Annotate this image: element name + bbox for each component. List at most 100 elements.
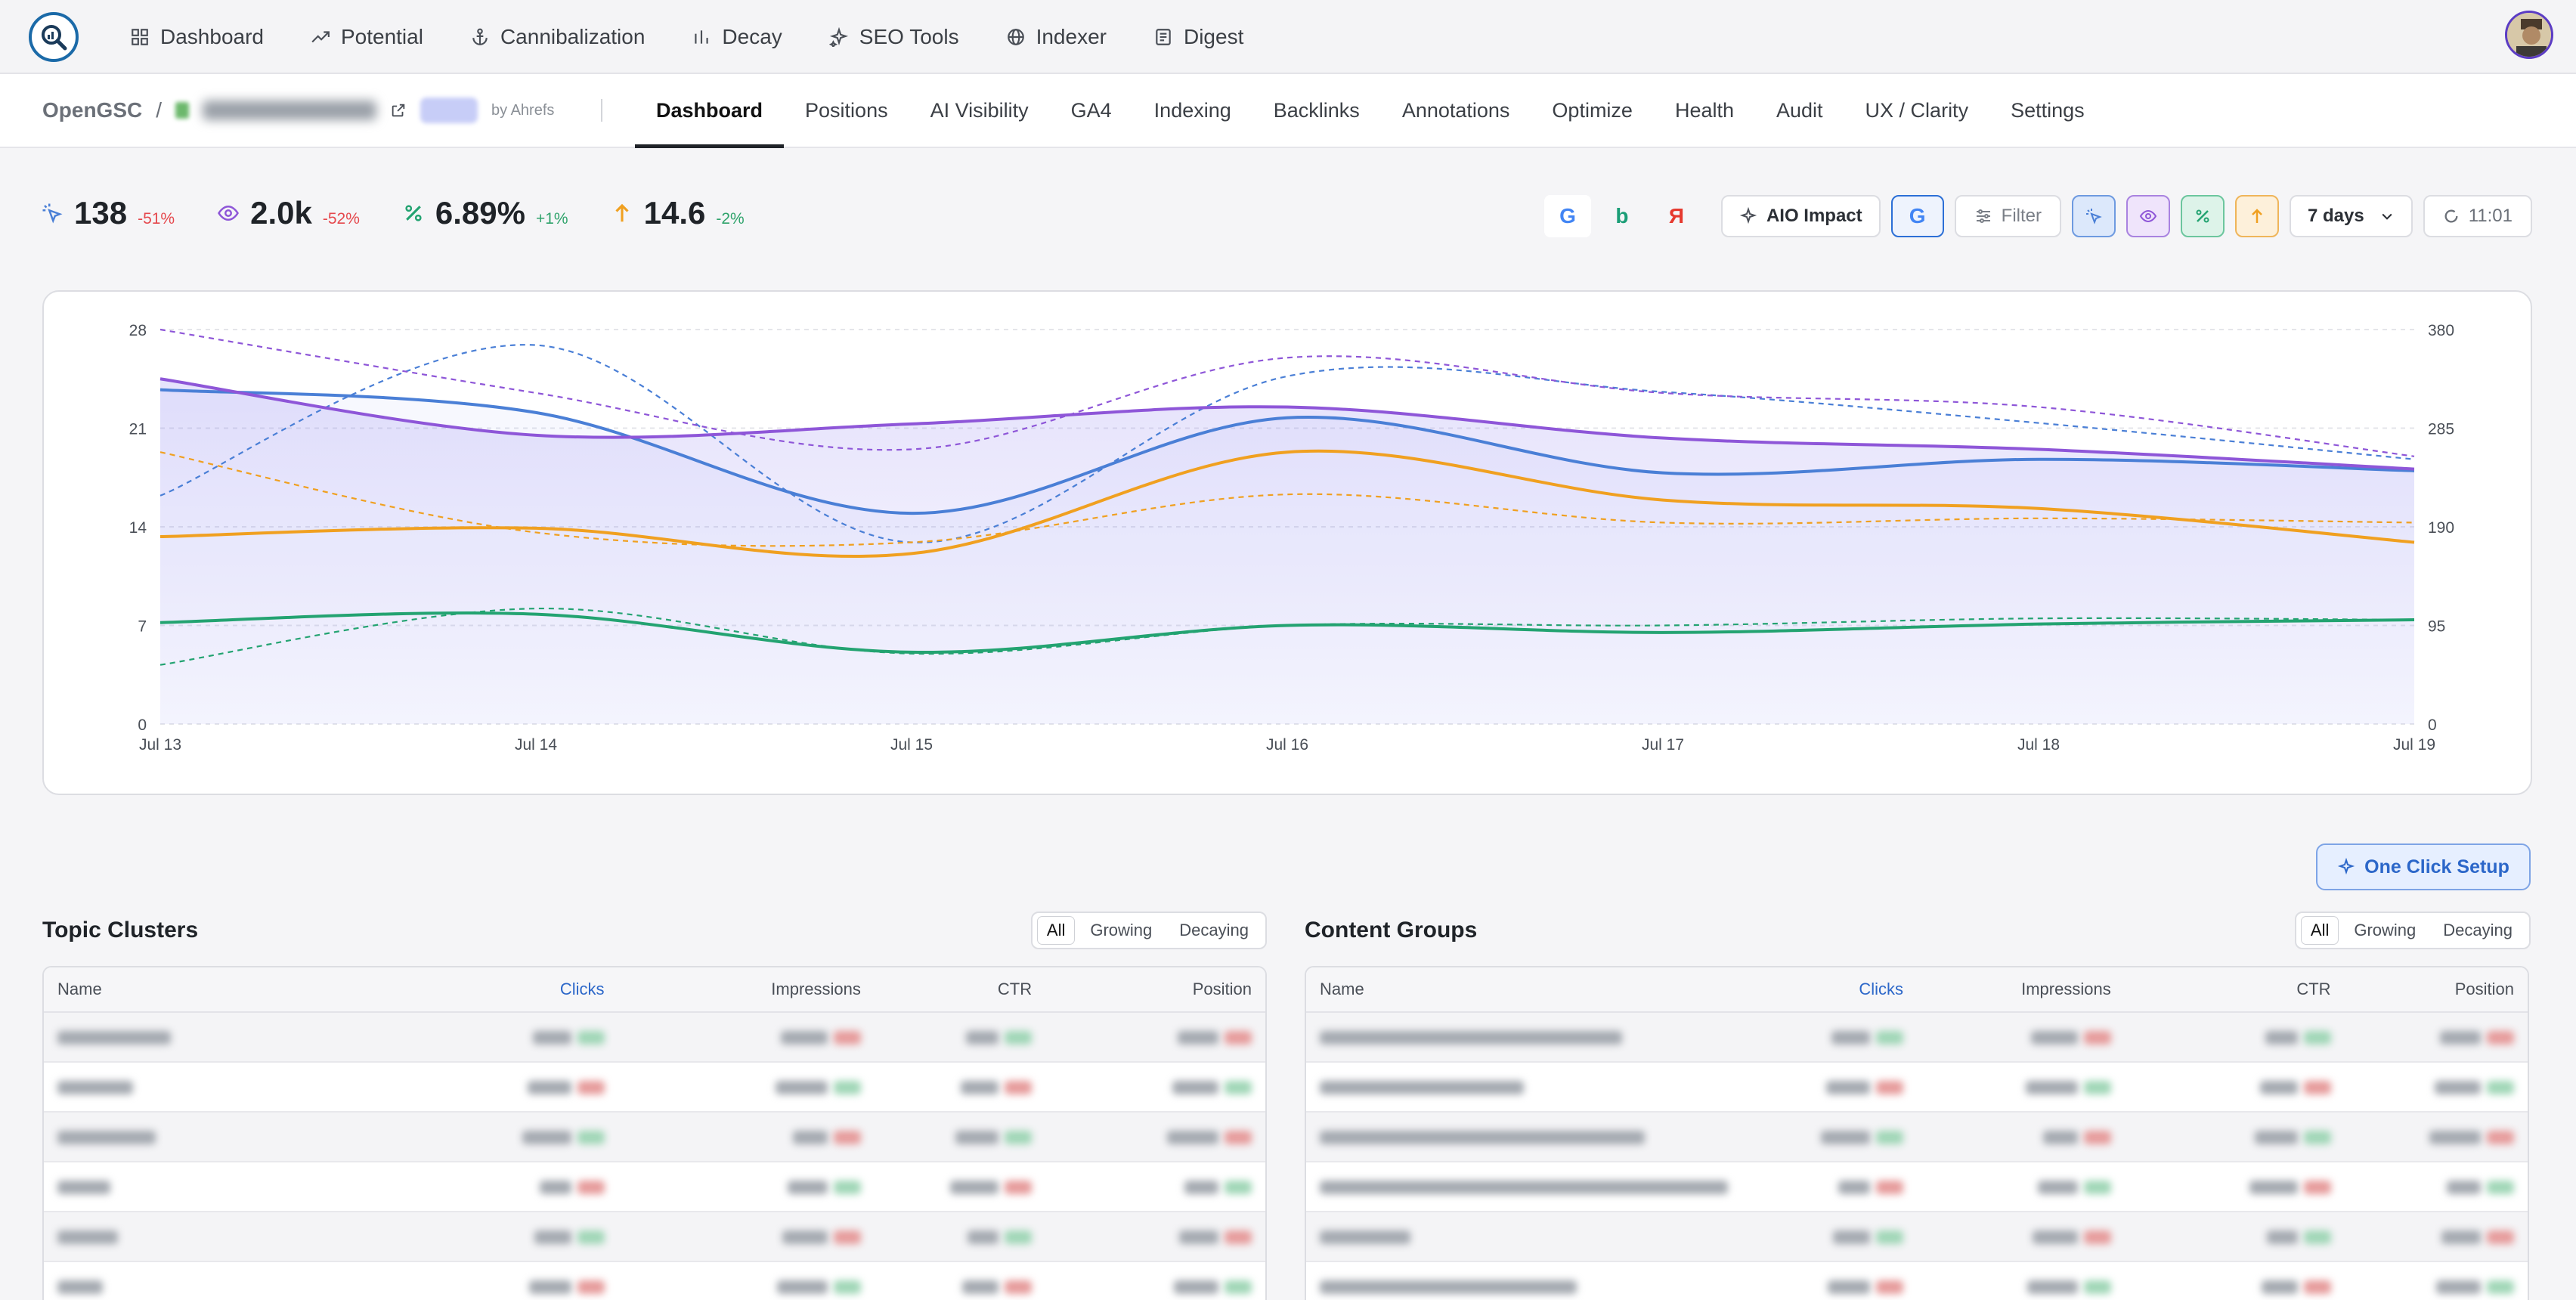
- tab-optimize[interactable]: Optimize: [1552, 98, 1633, 122]
- date-range-select[interactable]: 7 days: [2290, 195, 2413, 237]
- filter-all[interactable]: All: [1036, 916, 1076, 945]
- filter-decaying[interactable]: Decaying: [2443, 921, 2513, 939]
- redacted-change: [1224, 1131, 1252, 1145]
- one-click-setup-button[interactable]: One Click Setup: [2316, 843, 2531, 890]
- redacted-value: [968, 1230, 999, 1245]
- x-tick-label: Jul 13: [139, 736, 181, 754]
- arrow-up-icon: [2252, 209, 2262, 223]
- redacted-value: [527, 1081, 571, 1095]
- nav-indexer[interactable]: Indexer: [1006, 25, 1107, 49]
- table-row[interactable]: [1306, 1162, 2528, 1212]
- table-row[interactable]: [44, 1113, 1265, 1162]
- tab-dashboard[interactable]: Dashboard: [635, 74, 785, 148]
- google-filter-toggle[interactable]: G: [1890, 195, 1944, 237]
- external-link-icon[interactable]: [390, 102, 407, 119]
- tab-audit[interactable]: Audit: [1776, 98, 1823, 122]
- table-row[interactable]: [1306, 1013, 2528, 1063]
- trending-up-icon: [311, 31, 330, 43]
- column-header-name[interactable]: Name: [57, 980, 102, 998]
- table-cell: [410, 1027, 618, 1047]
- table-row[interactable]: [44, 1262, 1265, 1300]
- stat-position: 14.6 -2%: [611, 195, 745, 231]
- table-header: Name Clicks Impressions CTR Position: [1306, 967, 2528, 1013]
- table-row[interactable]: [44, 1162, 1265, 1212]
- filter-decaying[interactable]: Decaying: [1179, 921, 1249, 939]
- nav-dashboard[interactable]: Dashboard: [130, 25, 264, 49]
- site-domain[interactable]: [203, 101, 377, 120]
- nav-digest[interactable]: Digest: [1153, 25, 1243, 49]
- bing-engine-toggle[interactable]: b: [1599, 195, 1646, 237]
- filter-all[interactable]: All: [2300, 916, 2339, 945]
- column-header-impressions[interactable]: Impressions: [2021, 980, 2111, 998]
- newspaper-icon: [1156, 29, 1171, 45]
- redacted-change: [1875, 1280, 1903, 1295]
- table-cell: [2345, 1277, 2528, 1296]
- tab-ai-visibility[interactable]: AI Visibility: [930, 98, 1029, 122]
- table-row[interactable]: [44, 1013, 1265, 1063]
- aio-impact-button[interactable]: AIO Impact: [1720, 195, 1881, 237]
- google-engine-toggle[interactable]: G: [1543, 195, 1591, 237]
- column-header-impressions[interactable]: Impressions: [771, 980, 861, 998]
- tab-positions[interactable]: Positions: [805, 98, 888, 122]
- table-row[interactable]: [1306, 1262, 2528, 1300]
- nav-decay[interactable]: Decay: [692, 25, 782, 49]
- column-header-ctr[interactable]: CTR: [997, 980, 1033, 998]
- nav-cannibalization[interactable]: Cannibalization: [470, 25, 645, 49]
- table-cell: [618, 1127, 875, 1147]
- filter-growing[interactable]: Growing: [2354, 921, 2417, 939]
- filter-growing[interactable]: Growing: [1090, 921, 1153, 939]
- user-avatar[interactable]: [2505, 11, 2553, 59]
- redacted-value: [1184, 1181, 1218, 1195]
- y-left-tick-label: 0: [138, 717, 147, 734]
- nav-seo-tools[interactable]: SEO Tools: [828, 25, 959, 49]
- impressions-metric-toggle[interactable]: [2126, 195, 2170, 237]
- filter-button[interactable]: Filter: [1954, 195, 2061, 237]
- nav-potential[interactable]: Potential: [311, 25, 423, 49]
- redacted-value: [2042, 1131, 2078, 1145]
- ctr-prev-series-line: [159, 608, 2415, 666]
- app-logo[interactable]: [29, 12, 79, 62]
- clicks-metric-toggle[interactable]: [2072, 195, 2116, 237]
- column-header-clicks[interactable]: Clicks: [1859, 980, 1903, 998]
- tab-backlinks[interactable]: Backlinks: [1273, 98, 1360, 122]
- redacted-change: [2303, 1131, 2331, 1145]
- y-left-tick-label: 14: [129, 519, 147, 537]
- yandex-engine-toggle[interactable]: Я: [1653, 195, 1700, 237]
- table-cell: [2125, 1177, 2345, 1196]
- tab-indexing[interactable]: Indexing: [1153, 98, 1231, 122]
- table-row[interactable]: [1306, 1063, 2528, 1113]
- table-cell: [875, 1127, 1045, 1147]
- tab-ga4[interactable]: GA4: [1070, 98, 1112, 122]
- column-header-clicks[interactable]: Clicks: [559, 980, 605, 998]
- redacted-value: [57, 1131, 156, 1145]
- redacted-value: [1320, 1031, 1622, 1045]
- tab-annotations[interactable]: Annotations: [1401, 98, 1510, 122]
- column-header-name[interactable]: Name: [1320, 980, 1364, 998]
- stat-value: 6.89%: [435, 195, 525, 231]
- column-header-position[interactable]: Position: [2454, 980, 2514, 998]
- redacted-value: [1320, 1230, 1410, 1245]
- redacted-value: [2259, 1081, 2298, 1095]
- nav-label: Potential: [340, 25, 423, 48]
- table-cell: [618, 1227, 875, 1246]
- refresh-button[interactable]: 11:01: [2423, 195, 2532, 237]
- redacted-value: [1172, 1081, 1218, 1095]
- position-series-line: [159, 449, 2415, 558]
- tab-ux-clarity[interactable]: UX / Clarity: [1865, 98, 1969, 122]
- table-row[interactable]: [1306, 1113, 2528, 1162]
- nav-label: Indexer: [1036, 25, 1107, 48]
- by-ahrefs-label: by Ahrefs: [491, 101, 555, 119]
- ctr-metric-toggle[interactable]: [2181, 195, 2225, 237]
- table-row[interactable]: [44, 1212, 1265, 1262]
- tab-settings[interactable]: Settings: [2011, 98, 2085, 122]
- redacted-change: [577, 1081, 605, 1095]
- table-row[interactable]: [44, 1063, 1265, 1113]
- redacted-value: [522, 1131, 571, 1145]
- column-header-position[interactable]: Position: [1192, 980, 1252, 998]
- table-cell: [2345, 1027, 2528, 1047]
- tab-health[interactable]: Health: [1674, 98, 1734, 122]
- table-row[interactable]: [1306, 1212, 2528, 1262]
- brand-link[interactable]: OpenGSC: [42, 98, 143, 122]
- column-header-ctr[interactable]: CTR: [2296, 980, 2331, 998]
- position-metric-toggle[interactable]: [2235, 195, 2279, 237]
